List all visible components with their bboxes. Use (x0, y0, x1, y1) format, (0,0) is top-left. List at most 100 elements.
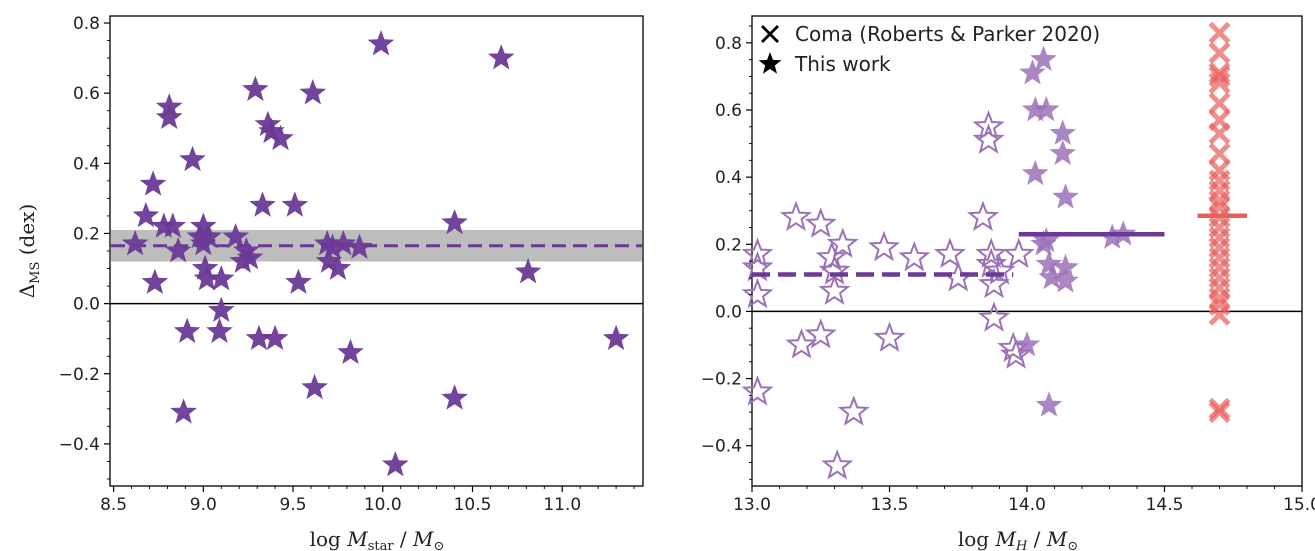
right-filled-star (1021, 96, 1049, 122)
legend-star-glyph (758, 52, 782, 74)
right-coma-cross (1208, 287, 1231, 309)
right-open-star (818, 274, 851, 305)
left-data-point (236, 244, 264, 270)
left-x-tick-label: 9.0 (190, 495, 217, 515)
left-x-tick-label: 11.0 (543, 495, 581, 515)
left-data-point (602, 324, 630, 351)
right-filled-star (1052, 253, 1079, 280)
right-coma-cross (1208, 142, 1231, 165)
left-data-point (261, 324, 289, 351)
left-data-point (301, 373, 328, 400)
right-coma-cross (1208, 72, 1231, 95)
left-data-point (319, 233, 346, 259)
right-open-star (821, 449, 854, 480)
right-open-star (804, 207, 837, 238)
left-data-point (190, 212, 217, 238)
right-coma-cross (1208, 122, 1231, 145)
left-data-point (258, 117, 285, 144)
legend-coma-marker (761, 25, 779, 43)
right-open-star (972, 123, 1005, 154)
right-filled-star (1035, 250, 1063, 276)
right-open-star (826, 227, 859, 258)
right-open-star (1002, 237, 1035, 268)
left-data-point (324, 254, 352, 280)
right-open-star (975, 237, 1008, 268)
left-x-axis-label: log Mstar / M⊙ (310, 527, 445, 551)
right-open-star (741, 375, 774, 406)
legend-this-work-marker (758, 52, 782, 74)
left-data-point (155, 103, 183, 130)
right-filled-star (1049, 139, 1077, 165)
right-filled-star (1032, 226, 1060, 253)
right-panel: 13.0 13.5 14.0 14.5 15.0 −0.4 −0.2 0.0 0.2 0.4 0.6… (701, 15, 1315, 551)
right-open-star (779, 200, 813, 232)
right-filled-star (1035, 391, 1063, 417)
right-x-tick-label: 13.5 (871, 495, 909, 515)
left-data-point (487, 44, 515, 70)
right-x-tick-label: 13.0 (733, 495, 771, 515)
right-open-star (837, 395, 870, 426)
right-coma-cross (1208, 92, 1231, 115)
legend-coma-label: Coma (Roberts & Parker 2020) (795, 22, 1100, 46)
right-open-star (966, 200, 1000, 232)
left-data-point (132, 201, 160, 228)
left-data-point (267, 124, 294, 151)
left-data-point (245, 324, 273, 351)
right-x-tick-label: 14.5 (1146, 495, 1184, 515)
left-data-point (159, 212, 187, 238)
right-filled-star (1052, 183, 1079, 209)
left-data-point (285, 268, 312, 294)
left-data-point (281, 191, 309, 217)
left-y-tick-label: 0.4 (73, 154, 100, 174)
right-x-tick-label: 15.0 (1283, 495, 1315, 515)
right-coma-cross (1208, 303, 1231, 326)
right-open-star (898, 240, 931, 272)
left-data-point (229, 247, 257, 273)
left-data-point (206, 317, 233, 343)
left-data-point (337, 338, 364, 365)
left-y-tick-label: −0.4 (59, 435, 100, 455)
left-y-tick-label: 0.0 (73, 295, 100, 315)
left-y-tick-label: 0.8 (73, 14, 100, 34)
left-y-tick-label: −0.2 (59, 365, 100, 385)
left-x-tick-label: 10.5 (454, 495, 492, 515)
right-open-star (741, 237, 774, 268)
left-data-point (170, 398, 197, 424)
left-y-tick-label: 0.2 (73, 224, 100, 244)
left-data-point (514, 258, 542, 284)
right-open-star (804, 318, 837, 349)
right-coma-cross (1208, 189, 1231, 212)
left-data-point (254, 110, 282, 137)
left-x-tick-label: 9.5 (280, 495, 307, 515)
left-data-point (315, 247, 343, 273)
left-x-tick-label: 8.5 (100, 495, 127, 515)
left-data-point (329, 229, 357, 256)
left-data-point (207, 296, 235, 322)
left-data-point (179, 145, 206, 172)
right-y-tick-label: 0.8 (715, 34, 742, 54)
right-y-tick-label: −0.4 (701, 437, 742, 457)
left-data-point (249, 191, 276, 217)
left-data-point (207, 265, 235, 291)
left-y-axis-label: ΔMS (dex) (15, 204, 43, 299)
legend: Coma (Roberts & Parker 2020) This work (758, 22, 1100, 76)
right-y-tick-label: −0.2 (701, 370, 742, 390)
right-coma-cross (1208, 65, 1231, 88)
right-filled-star (1032, 96, 1060, 122)
right-filled-star (1021, 159, 1049, 186)
left-x-tick-label: 10.0 (364, 495, 402, 515)
right-x-axis-label: log MH / M⊙ (958, 527, 1078, 551)
left-data-point (195, 222, 223, 249)
left-data-point (222, 222, 249, 249)
right-filled-star (1038, 263, 1066, 290)
right-coma-cross (1208, 41, 1231, 64)
left-data-point (441, 384, 468, 410)
right-open-star (873, 321, 906, 352)
right-filled-star (1030, 45, 1057, 71)
left-panel: 8.5 9.0 9.5 10.0 10.5 11.0 −0.4 −0.2 0.0 0.2 0.4 0.… (15, 14, 644, 551)
legend-this-work-label: This work (794, 52, 891, 76)
right-y-tick-label: 0.6 (715, 101, 742, 121)
right-y-tick-label: 0.2 (715, 235, 742, 255)
right-coma-cross (1208, 21, 1231, 44)
